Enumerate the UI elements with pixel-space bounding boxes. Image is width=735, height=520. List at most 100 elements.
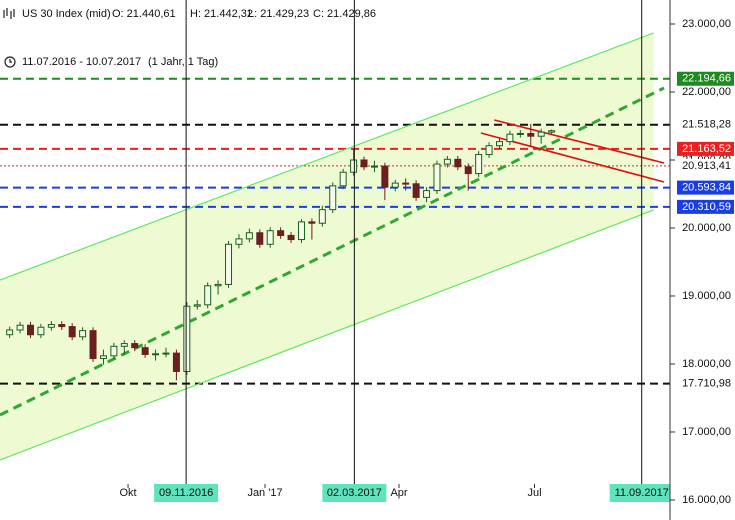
candle-body	[391, 182, 399, 188]
candle-body	[485, 145, 493, 156]
level-box	[677, 376, 734, 391]
candle-body	[360, 159, 368, 168]
x-tick-label: Jan '17	[247, 487, 282, 499]
candle-body	[58, 324, 66, 328]
candle-body	[287, 234, 295, 241]
marker-label: 02.03.2017	[327, 487, 382, 499]
candle-body	[496, 141, 503, 147]
trend-line	[0, 32, 654, 281]
candle-body	[464, 166, 472, 175]
marker-box	[154, 484, 219, 502]
x-tick-label: Apr	[390, 487, 407, 499]
candle-body	[120, 343, 128, 347]
candle-body	[16, 324, 24, 331]
candle-body	[277, 230, 285, 236]
candle-body	[47, 324, 55, 328]
candle-body	[318, 209, 326, 224]
candle-body	[6, 329, 14, 336]
candle-body	[350, 159, 358, 173]
level-box	[677, 117, 734, 132]
candle-body	[172, 352, 180, 372]
level-label: 20.913,41	[682, 160, 731, 172]
price-axis: 16.000,00 17.000,00 18.000,00 19.000,00 20.0…	[670, 18, 734, 506]
marker-box	[609, 484, 670, 502]
candle-body	[214, 283, 222, 287]
candle-body	[537, 131, 545, 137]
candle-body	[475, 154, 483, 175]
level-label: 20.593,84	[682, 182, 731, 194]
y-tick-label: 18.000,00	[682, 358, 731, 370]
x-tick-label: Jul	[527, 487, 541, 499]
candle-body	[193, 304, 201, 307]
candle-body	[183, 305, 191, 372]
instrument: US 30 Index (mid)	[22, 8, 111, 20]
level-label: 21.518,28	[682, 119, 731, 131]
open-label: O: 21.440,61	[112, 8, 176, 20]
candle-body	[110, 345, 118, 357]
level-box	[677, 180, 734, 195]
candle-body	[89, 330, 97, 360]
level-label: 17.710,98	[682, 378, 731, 390]
candle-body	[152, 353, 160, 356]
low-label: L: 21.429,23	[248, 8, 309, 20]
y-tick-label: 19.000,00	[682, 290, 731, 302]
candle-body	[423, 190, 431, 198]
level-box	[677, 71, 734, 86]
level-label: 22.194,66	[682, 73, 731, 85]
level-box	[677, 141, 734, 156]
candle-body	[548, 130, 556, 133]
candle-body	[27, 324, 34, 336]
period: 11.07.2016 - 10.07.2017	[22, 56, 141, 68]
trend-line	[494, 119, 665, 164]
candle-body	[256, 232, 264, 245]
candle-body	[308, 221, 316, 224]
y-tick-label: 16.000,00	[682, 494, 731, 506]
marker-label: 11.09.2017	[615, 487, 669, 499]
header: US 30 Index (mid) O: 21.440,61 H: 21.442…	[3, 8, 376, 68]
close-label: C: 21.429,86	[313, 8, 376, 20]
candle-body	[506, 133, 514, 143]
clock-icon	[4, 56, 16, 68]
plot-area: Okt Jan '17 Apr Jul 09.11.2016 02.03.2017 11.0…	[0, 0, 670, 502]
candle-body	[402, 182, 410, 185]
candle-body	[245, 232, 253, 240]
trend-line	[0, 209, 654, 461]
y-tick-label: 20.000,00	[682, 222, 731, 234]
marker-label: 09.11.2016	[159, 487, 213, 499]
candle-body	[266, 230, 274, 245]
candle-body	[412, 183, 420, 198]
level-box	[677, 158, 734, 173]
candle-body	[433, 163, 441, 192]
trend-line	[0, 86, 665, 417]
y-tick-label: 17.000,00	[682, 426, 731, 438]
y-tick-label: 22.000,00	[682, 86, 731, 98]
candle-body	[204, 285, 212, 306]
candle-body	[370, 165, 378, 168]
candle-body	[131, 343, 139, 349]
candle-body	[297, 221, 305, 241]
candle-body	[99, 355, 107, 360]
period-note: (1 Jahr, 1 Tag)	[148, 56, 218, 68]
candle-body	[162, 352, 170, 355]
candle-body	[454, 158, 462, 168]
x-tick-label: Okt	[119, 487, 136, 499]
level-label: 20.310,59	[682, 201, 731, 213]
candle-body	[329, 185, 337, 211]
high-label: H: 21.442,32	[190, 8, 253, 20]
candle-body	[141, 347, 149, 355]
candle-body	[79, 330, 87, 338]
candle-body	[68, 326, 76, 338]
candle-body	[443, 158, 451, 165]
level-label: 21.163,52	[682, 143, 731, 155]
candle-body	[225, 243, 233, 285]
marker-box	[322, 484, 387, 502]
candle-body	[339, 171, 347, 187]
candle-body	[516, 132, 524, 135]
candle-body	[37, 326, 45, 336]
y-tick-label: 23.000,00	[682, 18, 731, 30]
chart-icon	[3, 8, 15, 19]
candle-body	[381, 165, 389, 188]
candle-body	[235, 238, 243, 245]
level-box	[677, 199, 734, 214]
